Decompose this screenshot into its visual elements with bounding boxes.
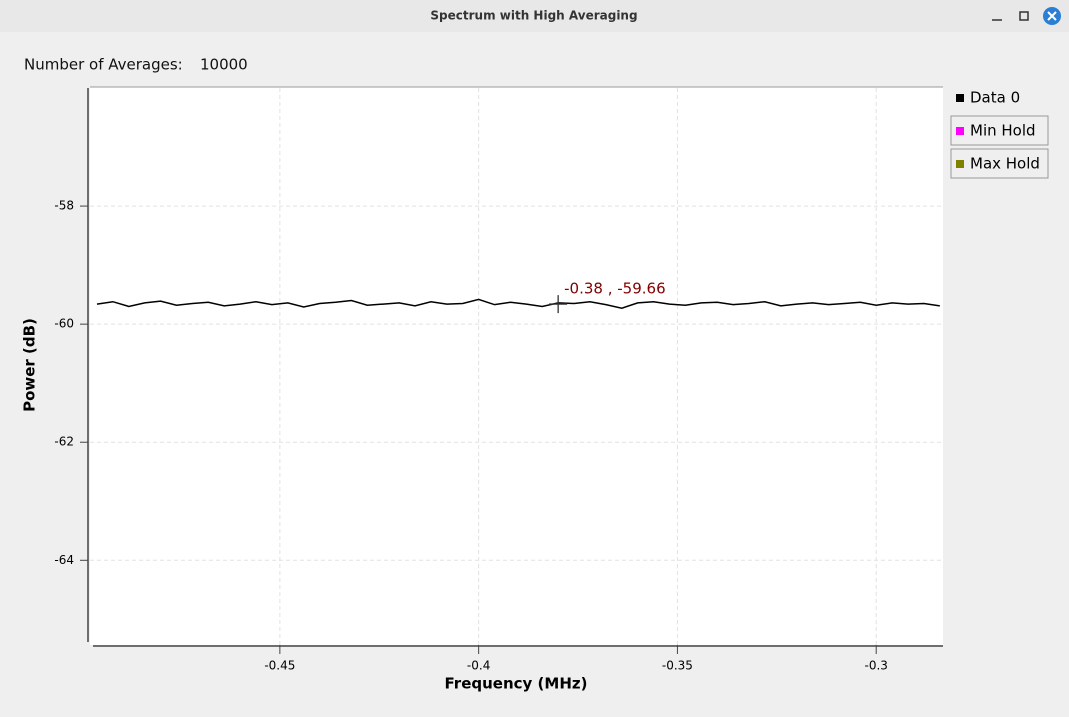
maximize-button[interactable] bbox=[1019, 11, 1029, 21]
close-button[interactable] bbox=[1043, 7, 1061, 25]
y-tick-label: -62 bbox=[54, 435, 74, 449]
marker-label: -0.38 , -59.66 bbox=[564, 280, 665, 298]
x-tick-label: -0.4 bbox=[467, 659, 490, 673]
x-tick-label: -0.35 bbox=[662, 659, 693, 673]
legend-swatch bbox=[956, 94, 964, 102]
window-title: Spectrum with High Averaging bbox=[430, 9, 637, 23]
close-icon bbox=[1047, 11, 1057, 21]
legend-label: Min Hold bbox=[970, 122, 1036, 140]
averages-value: 10000 bbox=[200, 56, 248, 74]
plot-area[interactable] bbox=[90, 87, 943, 645]
legend-box bbox=[950, 115, 1049, 146]
y-tick-label: -60 bbox=[54, 317, 74, 331]
x-tick-label: -0.45 bbox=[264, 659, 295, 673]
legend-swatch bbox=[956, 127, 964, 135]
chart-layer: -58 -60 -62 -64 -0.45 -0.4 -0.35 -0.3 Data 0 Min … bbox=[54, 88, 1049, 673]
x-tick-label: -0.3 bbox=[864, 659, 887, 673]
legend-box bbox=[950, 148, 1049, 179]
legend-label: Data 0 bbox=[970, 89, 1020, 107]
data-line bbox=[96, 298, 940, 309]
legend-label: Max Hold bbox=[970, 155, 1040, 173]
legend-swatch bbox=[956, 160, 964, 168]
y-tick-label: -64 bbox=[54, 553, 74, 567]
y-tick-label: -58 bbox=[54, 199, 74, 213]
x-axis-label: Frequency (MHz) bbox=[445, 675, 588, 693]
marker-crosshair bbox=[549, 295, 568, 314]
title-bar bbox=[0, 0, 1069, 32]
averages-label: Number of Averages: bbox=[24, 56, 183, 74]
y-axis-label: Power (dB) bbox=[21, 318, 39, 412]
